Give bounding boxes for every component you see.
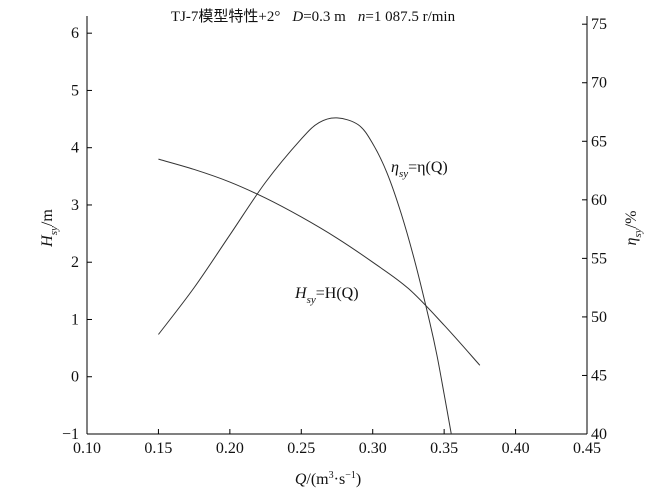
x-tick-label: 0.10 xyxy=(73,440,101,457)
y-right-label-symbol: η xyxy=(623,237,640,245)
h-label-sub: sy xyxy=(307,294,316,306)
x-tick-label: 0.25 xyxy=(287,440,315,457)
x-tick-label: 0.35 xyxy=(430,440,458,457)
y-left-tick-label: 3 xyxy=(71,197,79,214)
eta-label-rhs: =η(Q) xyxy=(408,159,448,176)
y-left-axis-label: Hsy/m xyxy=(39,209,60,248)
y-right-tick-label: 65 xyxy=(591,133,607,150)
y-left-label-unit: /m xyxy=(39,209,56,226)
y-right-axis-label: ηsy/% xyxy=(623,211,644,246)
y-left-tick-label: 1 xyxy=(71,311,79,328)
eta-curve-label: ηsy=η(Q) xyxy=(391,159,448,180)
y-right-ticks: 40 45 50 55 60 65 70 75 xyxy=(582,16,607,443)
title-d-symbol: D xyxy=(291,9,303,25)
title-n-value: =1 087.5 r/min xyxy=(365,9,455,25)
y-right-label-sub: sy xyxy=(632,228,644,237)
title-d-value: =0.3 m xyxy=(303,9,346,25)
y-left-tick-label: 0 xyxy=(71,369,79,386)
h-label-rhs: =H(Q) xyxy=(316,285,359,302)
h-label-lhs: H xyxy=(294,285,308,302)
y-left-label-symbol: H xyxy=(39,234,56,248)
x-tick-label: 0.40 xyxy=(502,440,530,457)
y-right-tick-label: 60 xyxy=(591,192,607,209)
y-left-tick-label: −1 xyxy=(62,426,79,443)
head-curve-line xyxy=(158,158,481,366)
x-label-open: /(m xyxy=(306,471,329,488)
x-ticks: 0.10 0.15 0.20 0.25 0.30 0.35 0.40 0.45 xyxy=(73,429,601,457)
x-label-sup1: 3 xyxy=(329,470,334,481)
y-left-label-sub: sy xyxy=(48,226,60,235)
curves xyxy=(158,117,481,435)
y-right-label-unit: /% xyxy=(623,211,640,229)
x-label-dot: ·s xyxy=(334,471,346,488)
eta-label-sub: sy xyxy=(399,168,408,180)
y-left-tick-label: 4 xyxy=(71,140,79,157)
chart-title: TJ-7模型特性+2° D=0.3 m n=1 087.5 r/min xyxy=(171,8,456,25)
y-left-tick-label: 6 xyxy=(71,25,79,42)
y-right-tick-label: 55 xyxy=(591,250,607,267)
y-left-tick-label: 5 xyxy=(71,82,79,99)
x-tick-label: 0.20 xyxy=(216,440,244,457)
x-tick-label: 0.30 xyxy=(359,440,387,457)
y-left-tick-label: 2 xyxy=(71,254,79,271)
y-right-tick-label: 50 xyxy=(591,309,607,326)
y-right-tick-label: 40 xyxy=(591,426,607,443)
x-label-sup2: −1 xyxy=(345,470,356,481)
y-right-tick-label: 70 xyxy=(591,75,607,92)
h-curve-label: Hsy=H(Q) xyxy=(294,285,359,306)
x-label-symbol: Q xyxy=(295,471,307,488)
x-tick-label: 0.15 xyxy=(144,440,172,457)
title-prefix: TJ-7模型特性+2° xyxy=(171,8,280,25)
efficiency-curve-line xyxy=(158,117,452,435)
eta-label-lhs: η xyxy=(391,159,399,176)
y-left-ticks: −1 0 1 2 3 4 5 6 xyxy=(62,25,92,443)
axes xyxy=(86,16,588,435)
x-axis-label: Q/(m3·s−1) xyxy=(295,470,361,488)
x-tick-label: 0.45 xyxy=(573,440,601,457)
y-right-tick-label: 45 xyxy=(591,367,607,384)
x-label-close: ) xyxy=(356,471,361,488)
title-n-symbol: n xyxy=(358,9,366,25)
y-right-tick-label: 75 xyxy=(591,16,607,33)
